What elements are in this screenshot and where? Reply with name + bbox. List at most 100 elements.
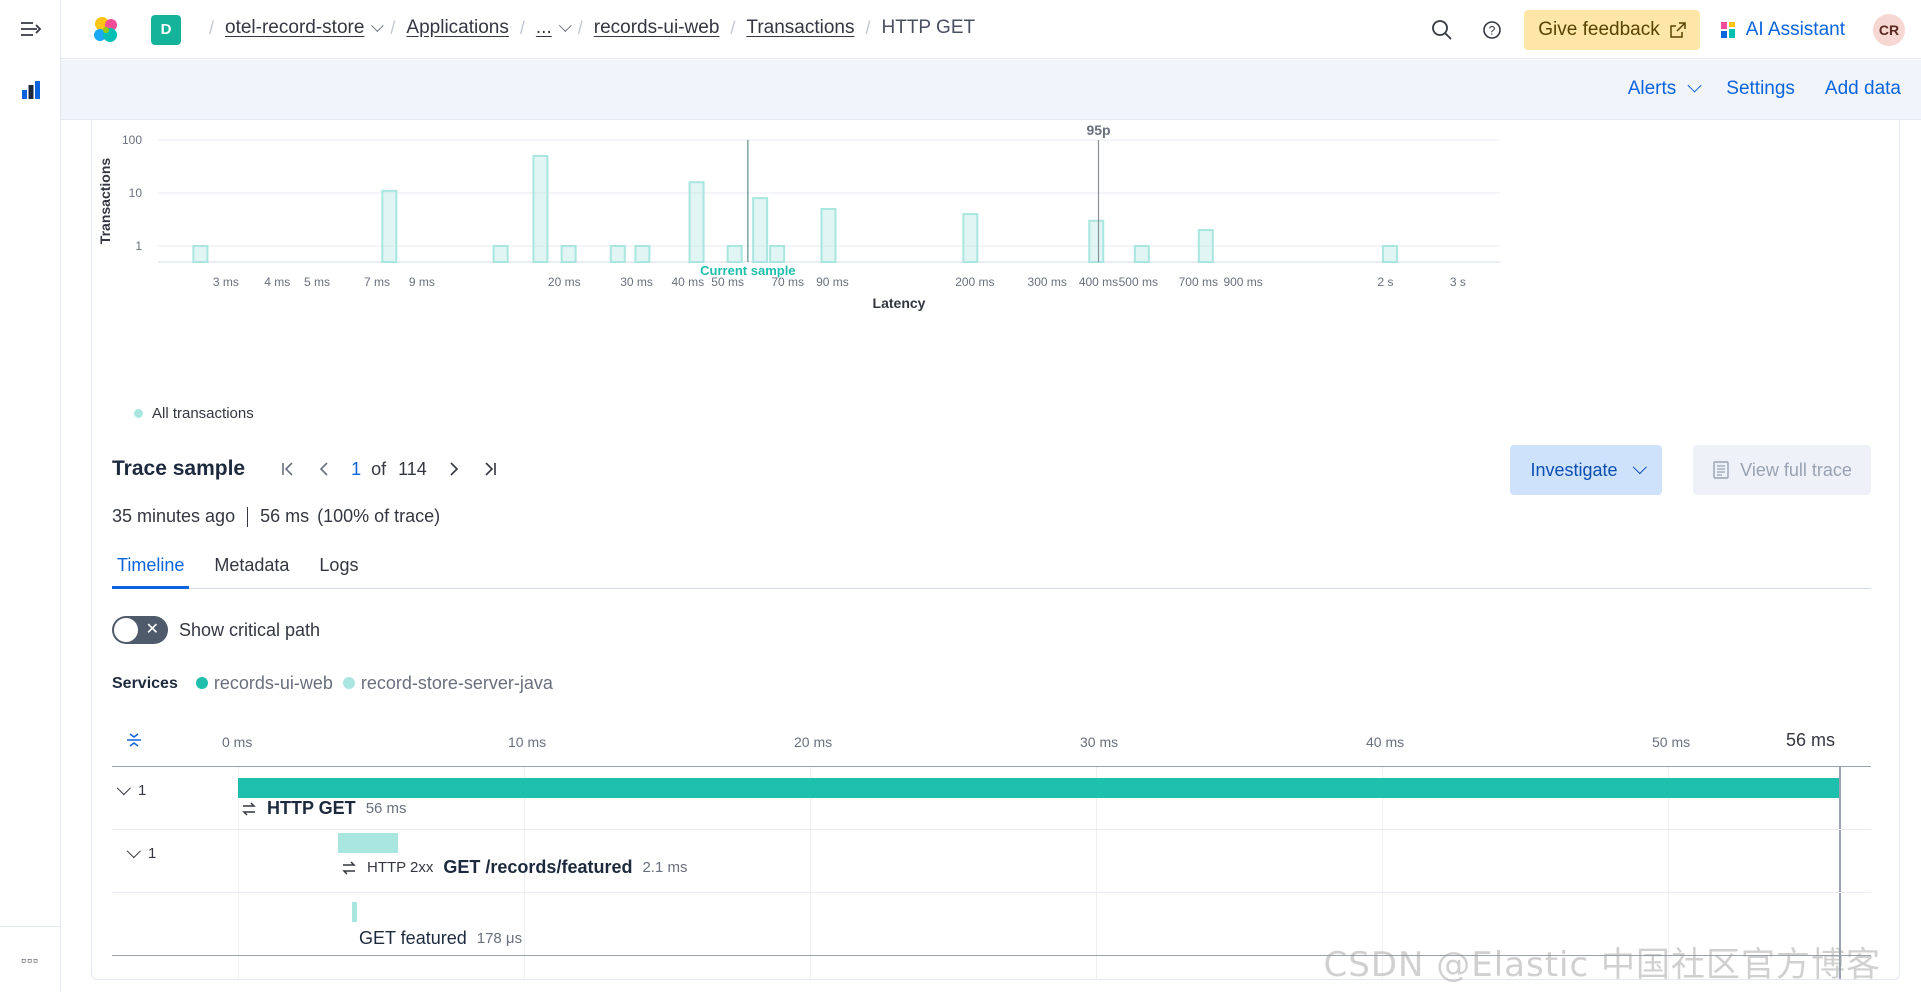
histogram-bar	[769, 245, 786, 263]
child-count: 1	[138, 782, 147, 799]
grid-line	[1668, 767, 1669, 979]
help-icon[interactable]: ?	[1474, 12, 1510, 48]
axis-end-label: 56 ms	[1786, 730, 1836, 750]
breadcrumb-separator: /	[577, 17, 583, 38]
trace-pager: 1 of 114	[279, 459, 499, 480]
chevron-down-icon[interactable]	[558, 18, 572, 32]
tab-timeline[interactable]: Timeline	[112, 545, 190, 589]
external-link-icon	[1669, 21, 1686, 38]
trace-summary: 35 minutes ago 56 ms (100% of trace)	[112, 506, 440, 527]
span-duration: 2.1 ms	[642, 859, 688, 876]
grid-line	[524, 767, 525, 979]
investigate-button[interactable]: Investigate	[1510, 445, 1662, 495]
alerts-menu-button[interactable]: Alerts	[1627, 78, 1702, 100]
transaction-icon	[342, 860, 356, 875]
histogram-bar	[962, 213, 979, 263]
x-tick-label: 500 ms	[1119, 275, 1158, 289]
breadcrumb-applications[interactable]: Applications	[406, 17, 509, 38]
x-tick-label: 4 ms	[264, 275, 290, 289]
chevron-down-icon	[126, 843, 141, 858]
x-tick-label: 9 ms	[409, 275, 435, 289]
alerts-label: Alerts	[1627, 78, 1677, 99]
critical-path-toggle-row: ✕ Show critical path	[112, 616, 320, 644]
x-tick-label: 90 ms	[816, 275, 849, 289]
latency-distribution-chart: 100 10 1 Transactions 3 ms 4 ms 5 ms 7 ms 9 ms 20…	[97, 122, 1500, 311]
tab-metadata[interactable]: Metadata	[214, 555, 290, 575]
tab-logs[interactable]: Logs	[319, 555, 359, 575]
current-page[interactable]: 1	[351, 458, 362, 479]
y-axis-label: Transactions	[97, 158, 113, 245]
x-tick-label: 30 ms	[620, 275, 653, 289]
user-avatar[interactable]: CR	[1873, 13, 1905, 46]
histogram-bar	[1088, 219, 1105, 264]
first-page-icon[interactable]	[279, 460, 297, 478]
collapse-nav-icon[interactable]	[19, 18, 43, 40]
waterfall-axis: 0 ms 10 ms 20 ms 30 ms 40 ms 50 ms 56 ms	[112, 712, 1871, 767]
chevron-down-icon	[1632, 460, 1647, 475]
x-tick-label: 700 ms	[1179, 275, 1218, 289]
histogram-bar	[609, 245, 626, 263]
next-page-icon[interactable]	[445, 460, 463, 478]
legend-swatch	[134, 409, 143, 418]
app-menu-bar: Alerts Settings Add data	[61, 60, 1921, 120]
trace-sample-title: Trace sample	[112, 457, 246, 480]
previous-page-icon[interactable]	[315, 460, 333, 478]
more-apps-icon[interactable]: ▫▫▫	[21, 952, 39, 968]
service-name: records-ui-web	[213, 673, 333, 693]
row-expander[interactable]: 1	[126, 843, 156, 862]
axis-tick-label: 10 ms	[508, 734, 547, 750]
histogram-bar	[381, 189, 398, 263]
elastic-logo-icon[interactable]	[91, 15, 121, 50]
span-bar[interactable]	[238, 778, 1839, 798]
ai-assistant-button[interactable]: AI Assistant	[1720, 19, 1845, 41]
chevron-down-icon	[1687, 78, 1702, 93]
waterfall-row[interactable]: 1 HTTP 2xx GET /records/featured 2.1 ms	[112, 831, 1871, 893]
x-tick-label: 3 s	[1450, 275, 1466, 289]
span-name: GET /records/featured	[443, 857, 633, 877]
chevron-down-icon[interactable]	[371, 18, 385, 32]
waterfall-row[interactable]: GET featured 178 μs	[112, 894, 1871, 956]
span-status: HTTP 2xx	[367, 859, 434, 876]
transaction-detail-panel: 100 10 1 Transactions 3 ms 4 ms 5 ms 7 ms 9 ms 20…	[91, 120, 1900, 980]
give-feedback-button[interactable]: Give feedback	[1524, 9, 1700, 50]
histogram-bar	[1381, 245, 1398, 263]
span-bar[interactable]	[338, 833, 399, 853]
histogram-bar	[1133, 245, 1150, 263]
chart-legend[interactable]: All transactions	[134, 405, 254, 422]
last-page-icon[interactable]	[481, 460, 499, 478]
header-actions: ? Give feedback AI Assistant CR	[1424, 0, 1921, 59]
grid-line	[1096, 767, 1097, 979]
critical-path-switch[interactable]: ✕	[112, 616, 168, 644]
view-full-trace-label: View full trace	[1740, 459, 1852, 480]
space-avatar[interactable]: D	[151, 15, 181, 45]
breadcrumb-records-ui-web[interactable]: records-ui-web	[593, 17, 720, 38]
x-tick-label: 20 ms	[548, 275, 581, 289]
view-full-trace-button[interactable]: View full trace	[1693, 445, 1871, 495]
settings-link[interactable]: Settings	[1726, 78, 1795, 99]
add-data-link[interactable]: Add data	[1824, 78, 1901, 99]
breadcrumb-separator: /	[730, 17, 736, 38]
span-label: HTTP 2xx GET /records/featured 2.1 ms	[341, 857, 687, 878]
span-bar[interactable]	[352, 902, 358, 922]
switch-knob	[114, 618, 138, 642]
waterfall-row[interactable]: 1 HTTP GET 56 ms	[112, 768, 1871, 830]
breadcrumb-transactions[interactable]: Transactions	[746, 17, 855, 38]
app-menu-actions: Alerts Settings Add data	[1628, 78, 1901, 100]
services-legend: Services records-ui-web record-store-ser…	[112, 673, 553, 694]
collapse-all-icon[interactable]	[124, 730, 144, 755]
grid-line	[1382, 767, 1383, 979]
observability-app-icon[interactable]	[21, 80, 41, 105]
trace-waterfall: 0 ms 10 ms 20 ms 30 ms 40 ms 50 ms 56 ms…	[112, 712, 1871, 979]
histogram-bar	[492, 245, 509, 263]
close-icon: ✕	[145, 621, 159, 638]
axis-tick-label: 40 ms	[1366, 734, 1405, 750]
search-icon[interactable]	[1424, 12, 1460, 48]
trace-duration: 56 ms	[260, 506, 310, 526]
x-tick-label: 70 ms	[771, 275, 804, 289]
transaction-icon	[242, 801, 256, 816]
breadcrumb-service[interactable]: otel-record-store	[225, 17, 365, 38]
breadcrumb-ellipsis[interactable]: ...	[535, 17, 552, 38]
watermark: CSDN @Elastic 中国社区官方博客	[1323, 945, 1881, 985]
legend-label: All transactions	[152, 405, 254, 422]
row-expander[interactable]: 1	[116, 780, 147, 799]
